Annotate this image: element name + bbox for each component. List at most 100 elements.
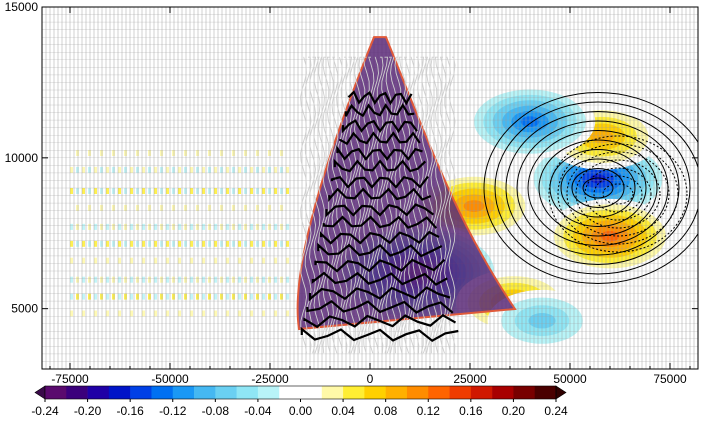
- wave-stripe-0-210: [196, 150, 199, 156]
- wave-stripe-0-183: [178, 204, 181, 211]
- wave-stripe-0-6: [70, 257, 73, 264]
- wave-stripe-0-266: [226, 257, 229, 264]
- wave-stripe-0-173: [172, 204, 175, 211]
- wave-stripe-0-67: [106, 276, 109, 283]
- wave-stripe-0-85: [118, 240, 121, 247]
- wave-stripe-0-295: [244, 240, 247, 247]
- wave-stripe-0-76: [112, 257, 115, 264]
- wave-stripe-0-79: [112, 310, 115, 317]
- x-tick-label: 50000: [553, 372, 587, 386]
- wave-stripe-0-121: [142, 166, 145, 173]
- wave-stripe-0-66: [106, 257, 109, 264]
- contour-0-1: [571, 168, 625, 208]
- colorbar-tick-label: 0.00: [289, 404, 313, 418]
- colorbar-swatch-3: [108, 386, 131, 399]
- wave-stripe-0-243: [214, 204, 217, 211]
- wave-stripe-0-225: [202, 240, 205, 247]
- y-tick-label: 15000: [5, 0, 39, 14]
- wave-stripe-0-167: [166, 276, 169, 283]
- wave-stripe-0-174: [172, 223, 175, 230]
- wave-stripe-0-233: [208, 204, 211, 211]
- core-wiggle-13: [358, 56, 366, 354]
- wave-stripe-0-283: [238, 204, 241, 211]
- colorbar-swatch-16: [385, 386, 408, 399]
- wave-stripe-0-166: [166, 257, 169, 264]
- wave-stripe-0-284: [238, 223, 241, 230]
- wave-stripe-0-231: [208, 166, 211, 173]
- wave-stripe-0-124: [142, 223, 145, 230]
- wave-stripe-0-89: [118, 310, 121, 317]
- wave-stripe-0-214: [196, 223, 199, 230]
- wave-stripe-0-47: [94, 276, 97, 283]
- wave-stripe-0-33: [88, 204, 91, 211]
- wave-stripe-0-227: [202, 276, 205, 283]
- wave-stripe-0-90: [124, 150, 127, 156]
- core-wiggle-21: [394, 56, 402, 354]
- wave-stripe-0-264: [226, 223, 229, 230]
- wave-stripe-0-28: [82, 293, 85, 300]
- wave-stripe-0-18: [76, 293, 79, 300]
- wave-stripe-0-11: [76, 166, 79, 173]
- colorbar-swatch-8: [215, 386, 237, 399]
- wave-stripe-0-95: [124, 240, 127, 247]
- contour-0-4: [538, 139, 658, 237]
- wave-stripe-0-199: [184, 310, 187, 317]
- wave-stripe-0-253: [220, 204, 223, 211]
- plot-area: [42, 7, 698, 369]
- wave-stripe-0-41: [94, 166, 97, 173]
- wave-stripe-0-366: [286, 257, 289, 264]
- colorbar-tick-label: 0.24: [544, 404, 568, 418]
- wave-stripe-0-369: [286, 310, 289, 317]
- wave-stripe-0-56: [100, 257, 103, 264]
- wave-stripe-0-2: [70, 188, 73, 194]
- core-contour-8: [325, 203, 435, 218]
- wave-stripe-0-358: [280, 293, 283, 300]
- core-contour-7: [328, 187, 432, 202]
- wave-stripe-0-84: [118, 223, 121, 230]
- wave-stripe-0-20: [82, 150, 85, 156]
- wave-stripe-0-285: [238, 240, 241, 247]
- wave-stripe-0-327: [262, 276, 265, 283]
- wave-stripe-0-186: [178, 257, 181, 264]
- wave-stripe-0-180: [178, 150, 181, 156]
- wave-stripe-0-254: [220, 223, 223, 230]
- wave-stripe-0-299: [244, 310, 247, 317]
- wave-stripe-0-125: [142, 240, 145, 247]
- wave-stripe-0-238: [208, 293, 211, 300]
- wave-stripe-0-207: [190, 276, 193, 283]
- wave-stripe-0-158: [160, 293, 163, 300]
- core-wiggle-26: [417, 56, 424, 354]
- wave-stripe-0-258: [220, 293, 223, 300]
- x-tick-label: -75000: [51, 372, 89, 386]
- wave-stripe-0-252: [220, 188, 223, 194]
- wave-stripe-0-216: [196, 257, 199, 264]
- colorbar: -0.24 -0.20 -0.16 -0.12 -0.08 -0.04 0.00 0.04 0.…: [31, 385, 568, 418]
- wave-stripe-0-71: [112, 166, 115, 173]
- core-contour-1: [344, 103, 415, 118]
- contour-lines: [483, 92, 698, 284]
- wave-stripe-0-272: [232, 188, 235, 194]
- wave-stripe-0-319: [256, 310, 259, 317]
- wave-stripe-0-365: [286, 240, 289, 247]
- colorbar-swatch-7: [194, 386, 216, 399]
- wave-stripe-0-205: [190, 240, 193, 247]
- wave-stripe-0-240: [214, 150, 217, 156]
- wave-stripe-0-340: [274, 150, 277, 156]
- wave-stripe-0-209: [190, 310, 193, 317]
- wave-stripe-0-101: [130, 166, 133, 173]
- wave-stripe-0-4: [70, 223, 73, 230]
- core-wiggle-10: [345, 56, 353, 354]
- wave-stripe-0-187: [178, 276, 181, 283]
- wave-stripe-0-109: [130, 310, 133, 317]
- contour-0-9: [483, 92, 698, 284]
- wave-stripe-0-203: [190, 204, 193, 211]
- wave-stripe-0-91: [124, 166, 127, 173]
- wave-stripe-0-99: [124, 310, 127, 317]
- core-wiggle-11: [349, 56, 357, 354]
- colorbar-swatch-22: [513, 386, 536, 399]
- wave-stripe-0-270: [232, 150, 235, 156]
- wave-stripe-0-304: [250, 223, 253, 230]
- wave-stripe-0-13: [76, 204, 79, 211]
- y-tick-label: 10000: [5, 151, 39, 165]
- wave-stripe-0-343: [274, 204, 277, 211]
